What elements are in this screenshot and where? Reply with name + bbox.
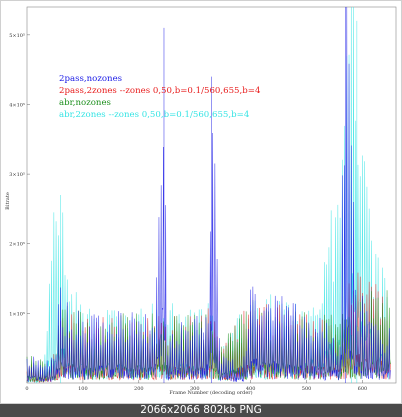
legend-entry-4: abr,2zones --zones 0,50,b=0.1/560,655,b=… [59, 110, 250, 120]
legend-entry-1: 2pass,nozones [59, 74, 122, 84]
x-tick-label-400: 400 [246, 386, 256, 392]
y-tick-label-200000: 2×10⁵ [9, 242, 25, 248]
bitrate-chart: 0 100 200 300 400 500 600 1×10⁵ 2×10⁵ 3×10⁵ 4×10⁵ 5… [5, 6, 397, 396]
y-tick-label-100000: 1×10⁵ [9, 311, 25, 317]
image-caption: 2066x2066 802kb PNG [140, 404, 262, 416]
y-tick-label-500000: 5×10⁵ [9, 33, 25, 39]
y-tick-label-400000: 4×10⁵ [9, 102, 25, 108]
x-tick-label-0: 0 [25, 386, 28, 392]
legend-entry-3: abr,nozones [59, 98, 111, 108]
x-tick-label-500: 500 [302, 386, 312, 392]
y-tick-label-300000: 3×10⁵ [9, 172, 25, 178]
x-tick-label-300: 300 [190, 386, 200, 392]
caption-bar: 2066x2066 802kb PNG [0, 404, 402, 417]
x-tick-label-100: 100 [78, 386, 88, 392]
series-group [26, 6, 391, 384]
series-line-1 [26, 6, 391, 383]
legend-entry-2: 2pass,2zones --zones 0,50,b=0.1/560,655,… [59, 86, 261, 96]
axis-group: 0 100 200 300 400 500 600 1×10⁵ 2×10⁵ 3×10⁵ 4×10⁵ 5… [9, 33, 367, 392]
y-axis-label: Bitrate [5, 192, 11, 210]
chart-frame: 0 100 200 300 400 500 600 1×10⁵ 2×10⁵ 3×10⁵ 4×10⁵ 5… [0, 0, 402, 404]
x-tick-label-200: 200 [134, 386, 144, 392]
x-tick-label-600: 600 [358, 386, 368, 392]
x-axis-label: Frame Number (decoding order) [169, 389, 252, 396]
legend: 2pass,nozones 2pass,2zones --zones 0,50,b… [59, 74, 261, 120]
